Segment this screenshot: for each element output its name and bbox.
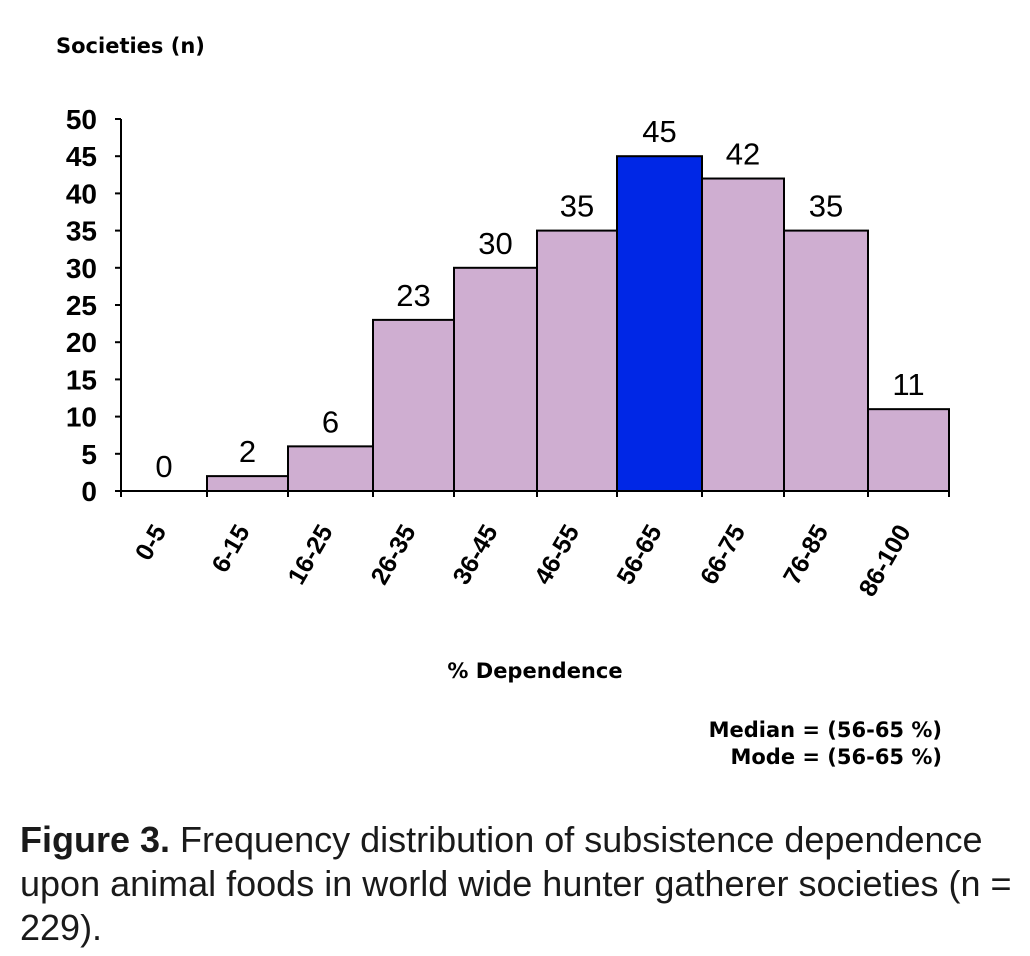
y-tick-label-50: 50 xyxy=(66,104,97,135)
bar-36-45 xyxy=(453,266,538,492)
x-tick-label-36-45: 36-45 xyxy=(447,520,503,589)
x-axis-title: % Dependence xyxy=(447,659,622,683)
x-tick-label-56-65: 56-65 xyxy=(611,520,667,589)
bar-86-100 xyxy=(867,408,950,492)
bar-76-85 xyxy=(783,229,869,492)
data-label-16-25: 6 xyxy=(322,404,339,439)
bar-26-35 xyxy=(372,318,455,492)
bars xyxy=(206,155,950,493)
data-label-0-5: 0 xyxy=(155,449,172,484)
figure-caption-text: Frequency distribution of subsistence de… xyxy=(20,819,1012,948)
x-tick-label-16-25: 16-25 xyxy=(282,520,338,589)
x-tick-label-86-100: 86-100 xyxy=(854,520,917,601)
data-label-26-35: 23 xyxy=(396,278,430,313)
bar-56-65 xyxy=(616,155,703,492)
x-tick-label-6-15: 6-15 xyxy=(206,520,255,577)
data-label-76-85: 35 xyxy=(809,189,843,224)
y-tick-label-10: 10 xyxy=(66,402,97,433)
x-tick-label-26-35: 26-35 xyxy=(365,520,421,589)
y-tick-label-30: 30 xyxy=(66,253,97,284)
bar-66-75 xyxy=(701,177,785,493)
bar-16-25 xyxy=(287,445,374,492)
histogram-chart: Societies (n) 0 5 10 15 20 25 30 35 40 45 50 0 2 6 23… xyxy=(56,34,950,769)
median-annotation: Median = (56-65 %) xyxy=(709,718,942,742)
data-label-6-15: 2 xyxy=(239,434,256,469)
y-tick-label-35: 35 xyxy=(66,216,97,247)
x-axis-ticks: 0-5 6-15 16-25 26-35 36-45 46-55 56-65 66-75 76-… xyxy=(120,491,950,601)
mode-annotation: Mode = (56-65 %) xyxy=(730,745,942,769)
data-label-86-100: 11 xyxy=(892,367,924,402)
axes xyxy=(120,119,949,492)
figure-caption: Figure 3. Frequency distribution of subs… xyxy=(20,818,1015,950)
x-tick-label-0-5: 0-5 xyxy=(130,520,172,565)
figure-label: Figure 3. xyxy=(20,819,171,860)
bar-6-15 xyxy=(206,475,289,492)
data-label-66-75: 42 xyxy=(726,137,760,172)
y-tick-label-45: 45 xyxy=(66,141,97,172)
data-label-36-45: 30 xyxy=(478,226,512,261)
y-tick-label-15: 15 xyxy=(66,364,97,395)
y-tick-label-25: 25 xyxy=(66,290,97,321)
y-tick-label-40: 40 xyxy=(66,178,97,209)
data-label-56-65: 45 xyxy=(642,114,676,149)
y-tick-label-5: 5 xyxy=(81,439,97,470)
y-tick-label-20: 20 xyxy=(66,327,97,358)
y-axis-ticks: 0 5 10 15 20 25 30 35 40 45 50 xyxy=(66,104,121,507)
bar-46-55 xyxy=(536,229,618,492)
y-tick-label-0: 0 xyxy=(81,476,97,507)
data-labels: 0 2 6 23 30 35 45 42 35 11 xyxy=(155,114,924,484)
y-axis-title: Societies (n) xyxy=(56,34,205,58)
data-label-46-55: 35 xyxy=(560,189,594,224)
x-tick-label-66-75: 66-75 xyxy=(695,520,751,589)
x-tick-label-76-85: 76-85 xyxy=(778,520,834,589)
x-tick-label-46-55: 46-55 xyxy=(529,520,585,589)
